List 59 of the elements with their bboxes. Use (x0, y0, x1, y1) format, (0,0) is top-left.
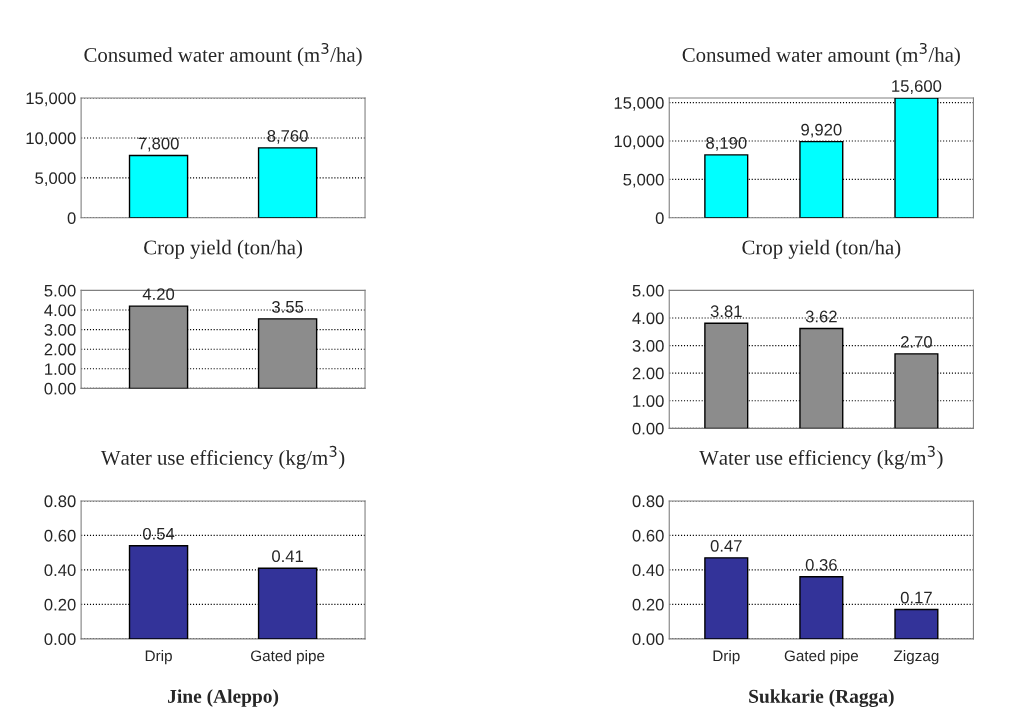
data-label: 9,920 (801, 123, 842, 138)
y-tick-label: 4.00 (632, 312, 664, 325)
y-tick-label: 0.60 (632, 529, 664, 542)
y-tick-label: 3.00 (44, 324, 76, 336)
data-label: 4.20 (142, 288, 175, 301)
y-tick-label: 0.80 (632, 495, 664, 508)
y-tick-label: 0.00 (44, 633, 76, 646)
chart-title: Crop yield (ton/ha) (742, 239, 901, 259)
bar (894, 608, 939, 639)
x-axis-title: Sukkarie (Ragga) (749, 689, 894, 708)
data-label: 7,800 (138, 137, 179, 152)
y-tick-label: 0.80 (44, 495, 76, 508)
x-axis-title: Jine (Aleppo) (168, 689, 279, 707)
y-tick-label: 15,000 (26, 92, 76, 107)
y-tick-label: 15,000 (614, 97, 664, 111)
y-tick-label: 0.40 (44, 564, 76, 577)
y-tick-label: 0.20 (44, 598, 76, 611)
chart-title: Consumed water amount (m$^{3}$/ha) (84, 42, 362, 67)
y-tick-label: 2.00 (632, 367, 664, 380)
chart-title: Water use efficiency (kg/m$^{3}$) (699, 445, 943, 470)
data-label: 0.36 (805, 558, 837, 571)
y-tick-label: 5.00 (44, 284, 76, 297)
chart-title: Consumed water amount (m$^{3}$/ha) (682, 42, 960, 67)
y-tick-label: 0 (67, 212, 76, 224)
data-label: 15,600 (892, 80, 942, 94)
y-tick-label: 5,000 (623, 173, 664, 188)
y-tick-label: 5.00 (632, 284, 664, 297)
y-tick-label: 2.00 (44, 343, 76, 356)
y-tick-label: 10,000 (26, 132, 76, 147)
y-tick-label: 0.60 (44, 529, 76, 542)
data-label: 3.62 (805, 310, 837, 323)
data-label: 0.17 (900, 591, 932, 604)
data-label: 0.47 (710, 539, 742, 552)
y-tick-label: 0.00 (632, 633, 664, 646)
data-label: 8,760 (267, 129, 308, 144)
y-tick-label: 0.40 (632, 564, 664, 577)
data-label: 0.41 (272, 550, 304, 563)
y-tick-label: 4.00 (44, 304, 76, 317)
x-tick-label: Gated pipe (251, 649, 325, 665)
y-tick-label: 1.00 (45, 363, 76, 376)
y-tick-label: 3.00 (632, 339, 664, 352)
y-tick-label: 1.00 (633, 395, 664, 407)
y-tick-label: 5,000 (35, 172, 76, 187)
data-label: 0.54 (142, 527, 175, 540)
chart-title: Crop yield (ton/ha) (144, 239, 303, 259)
y-tick-label: 0.00 (632, 422, 664, 435)
y-tick-label: 10,000 (614, 135, 664, 150)
y-tick-label: 0.00 (44, 382, 76, 395)
x-tick-label: Zigzag (893, 649, 939, 665)
y-tick-label: 0 (655, 212, 664, 224)
chart-title: Water use efficiency (kg/m$^{3}$) (100, 445, 345, 470)
data-label: 2.70 (901, 335, 932, 348)
data-label: 3.55 (272, 300, 304, 313)
y-tick-label: 0.20 (632, 598, 664, 611)
x-tick-label: Gated pipe (784, 649, 859, 665)
data-label: 3.81 (710, 305, 742, 318)
x-tick-label: Drip (145, 649, 172, 665)
x-tick-label: Drip (713, 649, 740, 665)
data-label: 8,190 (706, 137, 747, 151)
